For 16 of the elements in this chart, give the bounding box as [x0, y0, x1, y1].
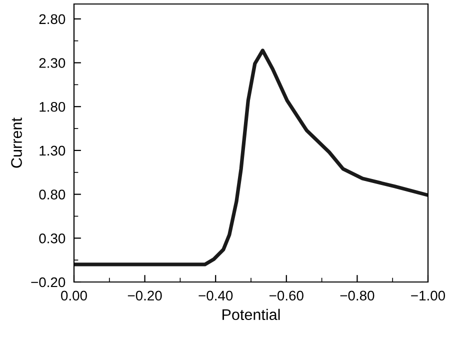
x-axis-title: Potential	[222, 308, 280, 320]
line-series	[74, 48, 428, 266]
y-tick-label: 1.80	[40, 102, 66, 112]
x-tick-label: −0.20	[128, 290, 162, 301]
x-tick-label: −1.00	[411, 290, 446, 301]
y-tick-label: 2.80	[39, 14, 66, 24]
y-tick-label: 2.30	[39, 58, 66, 68]
x-tick-label: 0.00	[61, 290, 87, 301]
x-tick-label: −0.60	[270, 290, 304, 301]
x-tick-label: −0.80	[340, 290, 374, 301]
y-tick-label: 0.80	[39, 190, 66, 200]
x-tick-label: −0.40	[198, 290, 233, 301]
y-tick-label: 1.30	[40, 146, 66, 156]
y-tick-label: 0.30	[39, 233, 66, 244]
y-axis-title: Current	[11, 118, 22, 168]
y-tick-label: −0.20	[31, 277, 66, 288]
